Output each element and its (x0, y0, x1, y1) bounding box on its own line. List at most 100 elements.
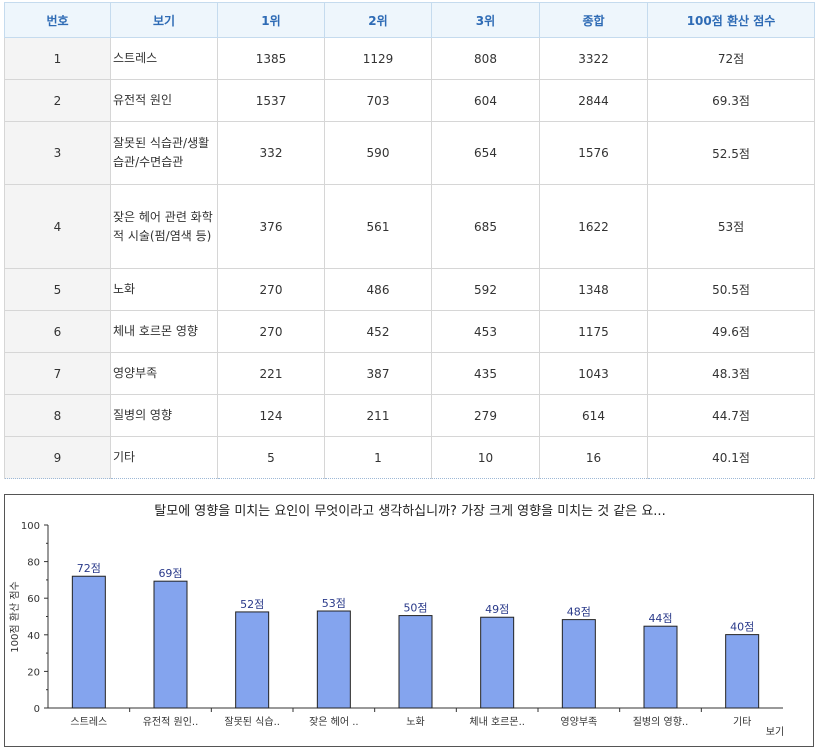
row-label: 잘못된 식습관/생활습관/수면습관 (110, 121, 218, 185)
table-header-row: 번호 보기 1위 2위 3위 종합 100점 환산 점수 (4, 2, 815, 38)
bar-value-label: 53점 (322, 597, 346, 610)
row-rank1: 270 (217, 310, 325, 353)
row-score: 44.7점 (647, 394, 815, 437)
header-total: 종합 (539, 2, 648, 38)
x-tick-label: 잘못된 식습.. (224, 716, 280, 728)
header-number: 번호 (4, 2, 111, 38)
bar-value-label: 52점 (240, 598, 264, 611)
row-rank1: 5 (217, 436, 325, 479)
table-row: 8 질병의 영향 124 211 279 614 44.7점 (4, 394, 815, 437)
x-tick-label: 유전적 원인.. (143, 716, 199, 728)
row-rank2: 486 (324, 268, 432, 311)
row-number: 4 (4, 184, 111, 269)
y-tick-label: 80 (27, 558, 40, 569)
row-number: 5 (4, 268, 111, 311)
header-score: 100점 환산 점수 (647, 2, 815, 38)
row-rank2: 387 (324, 352, 432, 395)
table-row: 9 기타 5 1 10 16 40.1점 (4, 436, 815, 479)
row-rank1: 332 (217, 121, 325, 185)
bar (316, 610, 351, 709)
bar (480, 616, 515, 709)
bar (153, 580, 188, 709)
row-score: 52.5점 (647, 121, 815, 185)
y-tick-label: 40 (27, 631, 40, 642)
table-row: 5 노화 270 486 592 1348 50.5점 (4, 268, 815, 311)
row-label: 영양부족 (110, 352, 218, 395)
bar (561, 619, 596, 709)
x-tick-label: 스트레스 (70, 716, 107, 728)
row-label: 체내 호르몬 영향 (110, 310, 218, 353)
table-row: 3 잘못된 식습관/생활습관/수면습관 332 590 654 1576 52.… (4, 121, 815, 185)
x-tick-label: 체내 호르몬.. (469, 716, 525, 728)
row-label: 질병의 영향 (110, 394, 218, 437)
x-tick-label: 기타 (733, 716, 751, 728)
row-total: 1576 (539, 121, 648, 185)
bar-value-label: 40점 (730, 621, 754, 634)
table-row: 4 잦은 헤어 관련 화학적 시술(펌/염색 등) 376 561 685 16… (4, 184, 815, 269)
row-number: 3 (4, 121, 111, 185)
x-tick-label: 잦은 헤어 .. (309, 716, 359, 728)
row-label: 스트레스 (110, 37, 218, 80)
row-label: 기타 (110, 436, 218, 479)
y-axis-label: 100점 환산 점수 (9, 581, 21, 652)
row-rank3: 10 (431, 436, 540, 479)
row-score: 48.3점 (647, 352, 815, 395)
table-row: 7 영양부족 221 387 435 1043 48.3점 (4, 352, 815, 395)
x-tick-label: 영양부족 (560, 716, 597, 728)
row-rank2: 561 (324, 184, 432, 269)
row-rank3: 654 (431, 121, 540, 185)
row-total: 3322 (539, 37, 648, 80)
row-number: 8 (4, 394, 111, 437)
y-tick-label: 20 (27, 667, 40, 678)
table-row: 1 스트레스 1385 1129 808 3322 72점 (4, 37, 815, 80)
row-rank2: 211 (324, 394, 432, 437)
row-total: 1622 (539, 184, 648, 269)
bar-value-label: 72점 (77, 562, 101, 575)
row-number: 1 (4, 37, 111, 80)
chart-title: 탈모에 영향을 미치는 요인이 무엇이라고 생각하십니까? 가장 크게 영향을 … (154, 504, 665, 519)
row-rank1: 1537 (217, 79, 325, 122)
row-number: 9 (4, 436, 111, 479)
row-label: 유전적 원인 (110, 79, 218, 122)
row-rank1: 124 (217, 394, 325, 437)
bar (235, 611, 270, 709)
bar-value-label: 44점 (648, 612, 672, 625)
row-rank3: 592 (431, 268, 540, 311)
bar (725, 634, 760, 709)
y-tick-label: 100 (21, 521, 40, 532)
row-rank2: 1 (324, 436, 432, 479)
chart-panel: 탈모에 영향을 미치는 요인이 무엇이라고 생각하십니까? 가장 크게 영향을 … (4, 494, 814, 747)
bar-value-label: 50점 (403, 602, 427, 615)
x-tick-label: 노화 (406, 716, 424, 728)
row-rank3: 685 (431, 184, 540, 269)
row-rank3: 808 (431, 37, 540, 80)
row-rank1: 221 (217, 352, 325, 395)
table-row: 2 유전적 원인 1537 703 604 2844 69.3점 (4, 79, 815, 122)
bar (71, 575, 106, 709)
y-tick-label: 0 (34, 704, 40, 715)
results-table: 번호 보기 1위 2위 3위 종합 100점 환산 점수 1 스트레스 1385… (4, 2, 815, 479)
row-rank2: 703 (324, 79, 432, 122)
row-number: 7 (4, 352, 111, 395)
row-rank1: 270 (217, 268, 325, 311)
row-score: 49.6점 (647, 310, 815, 353)
bar-value-label: 69점 (158, 567, 182, 580)
header-rank3: 3위 (431, 2, 540, 38)
row-rank2: 1129 (324, 37, 432, 80)
y-tick-label: 60 (27, 594, 40, 605)
bar-value-label: 49점 (485, 603, 509, 616)
header-rank2: 2위 (324, 2, 432, 38)
row-total: 614 (539, 394, 648, 437)
header-option: 보기 (110, 2, 218, 38)
header-rank1: 1위 (217, 2, 325, 38)
bar-value-label: 48점 (567, 606, 591, 619)
bar (398, 615, 433, 709)
row-score: 40.1점 (647, 436, 815, 479)
row-score: 72점 (647, 37, 815, 80)
row-label: 노화 (110, 268, 218, 311)
row-total: 16 (539, 436, 648, 479)
row-score: 69.3점 (647, 79, 815, 122)
row-rank3: 604 (431, 79, 540, 122)
row-rank1: 376 (217, 184, 325, 269)
row-total: 1043 (539, 352, 648, 395)
